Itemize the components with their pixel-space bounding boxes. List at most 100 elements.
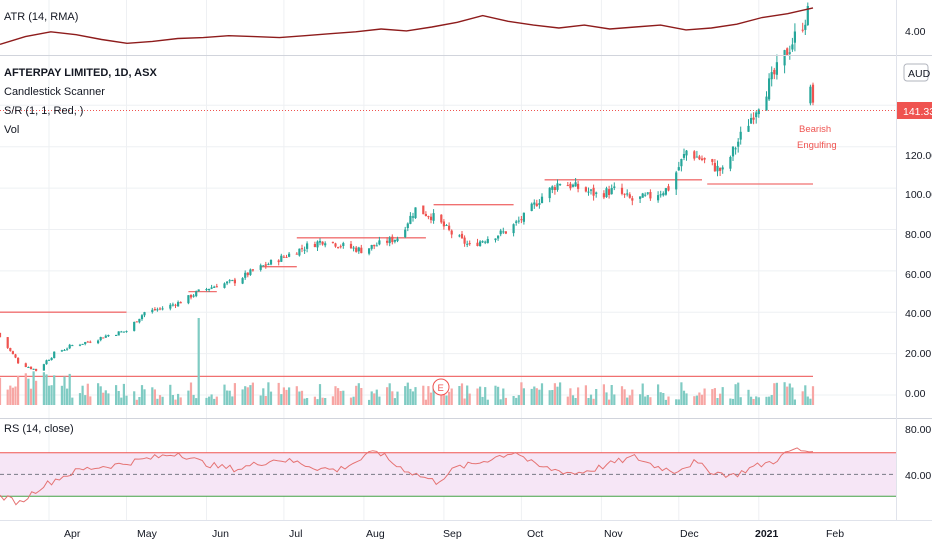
volume-bar: [223, 384, 226, 405]
volume-bar: [135, 399, 138, 405]
volume-bar: [791, 387, 794, 405]
volume-bar: [334, 386, 337, 405]
volume-bar: [649, 397, 652, 405]
candle: [125, 330, 128, 333]
candle-body: [775, 62, 778, 75]
candle-body: [595, 192, 598, 194]
volume-bar: [213, 398, 216, 405]
atr-label[interactable]: ATR (14, RMA): [4, 11, 78, 23]
candle: [138, 318, 141, 324]
candle-body: [169, 304, 172, 309]
volume-bar: [179, 397, 182, 405]
candle-body: [605, 188, 608, 198]
candle-body: [288, 253, 291, 257]
candle-body: [589, 189, 593, 191]
candle-body: [602, 193, 605, 198]
candle-body: [553, 187, 556, 190]
pattern-label-line2[interactable]: Engulfing: [797, 140, 837, 151]
volume-bar: [81, 385, 84, 405]
volume-bar: [641, 383, 644, 405]
candle: [378, 236, 381, 246]
candle-body: [352, 247, 355, 249]
volume-bar: [285, 389, 288, 405]
candle: [639, 196, 642, 203]
candle-body: [811, 84, 815, 103]
volume-bar: [693, 396, 696, 405]
volume-bar: [659, 392, 662, 405]
volume-bar: [357, 383, 360, 405]
candle: [251, 269, 254, 272]
candle-body: [479, 241, 482, 247]
volume-bar: [448, 391, 451, 405]
candle: [574, 178, 577, 187]
volume-bar: [133, 391, 136, 405]
candle: [739, 126, 742, 145]
candle-body: [135, 321, 138, 323]
candle-body: [442, 221, 445, 227]
volume-bar: [801, 391, 804, 405]
candle: [479, 240, 482, 247]
candle: [463, 235, 466, 247]
candle: [811, 82, 815, 106]
candle-body: [215, 286, 218, 288]
volume-bar: [476, 388, 479, 405]
volume-bar: [644, 396, 647, 405]
volume-bar: [497, 386, 500, 405]
candle-body: [737, 141, 740, 147]
candle-body: [659, 194, 662, 196]
candle: [153, 307, 156, 311]
candle-body: [349, 243, 353, 249]
candle-body: [378, 240, 381, 245]
candle: [264, 261, 267, 269]
pattern-label-line1[interactable]: Bearish: [799, 124, 831, 135]
rsi-label[interactable]: RS (14, close): [4, 423, 74, 435]
candle: [396, 236, 399, 243]
candle: [324, 241, 327, 248]
volume-bar: [515, 397, 518, 405]
candle: [682, 148, 686, 161]
candle-body: [107, 335, 110, 337]
candle-body: [14, 354, 17, 358]
volume-bar: [298, 391, 301, 405]
candle: [448, 222, 451, 232]
candle: [24, 362, 27, 368]
candle-body: [0, 332, 2, 338]
candle: [770, 66, 773, 87]
candle: [450, 229, 453, 239]
candle-body: [517, 220, 520, 222]
candle-body: [657, 195, 660, 201]
candle: [393, 239, 396, 244]
candle-body: [99, 337, 102, 341]
candle-body: [97, 340, 100, 344]
candle-body: [448, 225, 451, 230]
indicator-sr[interactable]: S/R (1, 1, Red, ): [4, 105, 83, 117]
candle: [548, 187, 551, 203]
candle-body: [729, 157, 732, 169]
volume-bar: [29, 388, 33, 405]
candle-body: [29, 366, 33, 370]
candle-body: [306, 243, 309, 249]
volume-bar: [422, 385, 425, 405]
candle: [631, 195, 634, 206]
volume-bar: [125, 395, 128, 405]
indicator-candlestick-scanner[interactable]: Candlestick Scanner: [4, 86, 105, 98]
volume-bar: [587, 398, 590, 405]
candle-body: [734, 148, 737, 150]
volume-bar: [120, 397, 123, 405]
volume-bar: [156, 398, 159, 405]
earnings-marker[interactable]: E: [432, 378, 450, 396]
candle: [432, 209, 435, 224]
volume-bar: [370, 391, 373, 405]
currency-button[interactable]: AUD: [903, 63, 931, 82]
volume-bar: [729, 398, 732, 405]
symbol-title[interactable]: AFTERPAY LIMITED, 1D, ASX: [4, 67, 157, 79]
candle: [530, 202, 533, 212]
candle: [713, 159, 716, 172]
candle: [533, 199, 536, 209]
volume-bar: [713, 388, 716, 405]
candle-body: [522, 212, 525, 222]
indicator-volume[interactable]: Vol: [4, 124, 19, 136]
candle: [806, 2, 809, 26]
volume-bar: [24, 373, 27, 405]
